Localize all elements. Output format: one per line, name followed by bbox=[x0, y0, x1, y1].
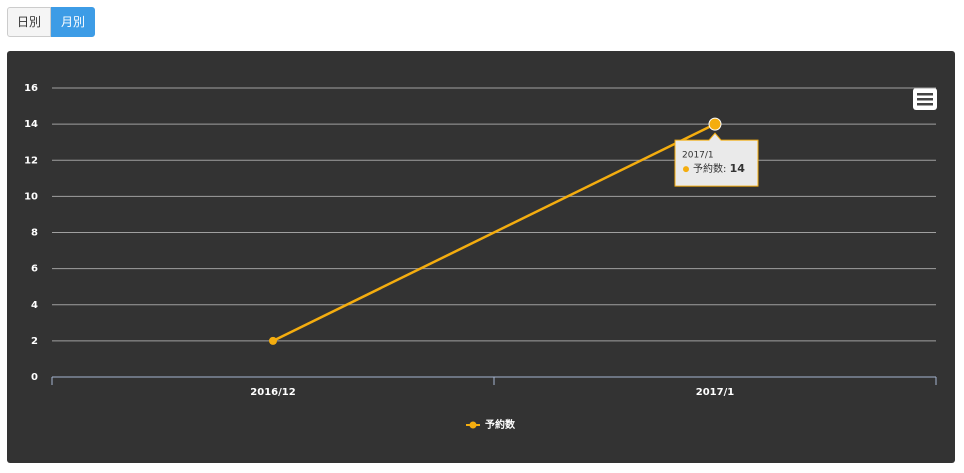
chart-panel bbox=[7, 51, 955, 463]
x-tick-label: 2016/12 bbox=[250, 387, 295, 398]
tooltip-marker bbox=[683, 166, 689, 173]
y-tick-label: 4 bbox=[31, 300, 38, 311]
y-tick-label: 8 bbox=[31, 228, 38, 239]
y-tick-label: 16 bbox=[24, 83, 38, 94]
tooltip-value: 14 bbox=[730, 162, 746, 175]
legend-marker bbox=[469, 421, 477, 429]
menu-bar bbox=[917, 93, 933, 96]
legend-label: 予約数 bbox=[485, 418, 516, 431]
period-button[interactable]: 日別 bbox=[7, 7, 52, 37]
y-tick-label: 0 bbox=[31, 372, 38, 383]
y-tick-label: 14 bbox=[24, 119, 38, 130]
tooltip-sep: : bbox=[723, 164, 730, 175]
y-tick-label: 12 bbox=[24, 155, 38, 166]
series-line bbox=[272, 123, 716, 342]
data-point bbox=[269, 336, 277, 345]
period-button[interactable]: 月別 bbox=[51, 7, 96, 37]
data-point bbox=[708, 117, 722, 131]
menu-bar bbox=[917, 98, 933, 101]
tooltip-header: 2017/1 bbox=[682, 151, 714, 161]
y-tick-label: 10 bbox=[24, 191, 38, 202]
period-toggle: 日別 月別 bbox=[7, 7, 96, 37]
tooltip-box bbox=[674, 132, 759, 187]
menu-button[interactable] bbox=[913, 88, 937, 110]
y-tick-label: 6 bbox=[31, 264, 38, 275]
tooltip-series: 予約数: 14 bbox=[693, 162, 745, 175]
menu-bar bbox=[917, 103, 933, 106]
y-tick-label: 2 bbox=[31, 336, 38, 347]
x-tick-label: 2017/1 bbox=[696, 387, 734, 398]
tooltip-name: 予約数 bbox=[693, 162, 723, 175]
